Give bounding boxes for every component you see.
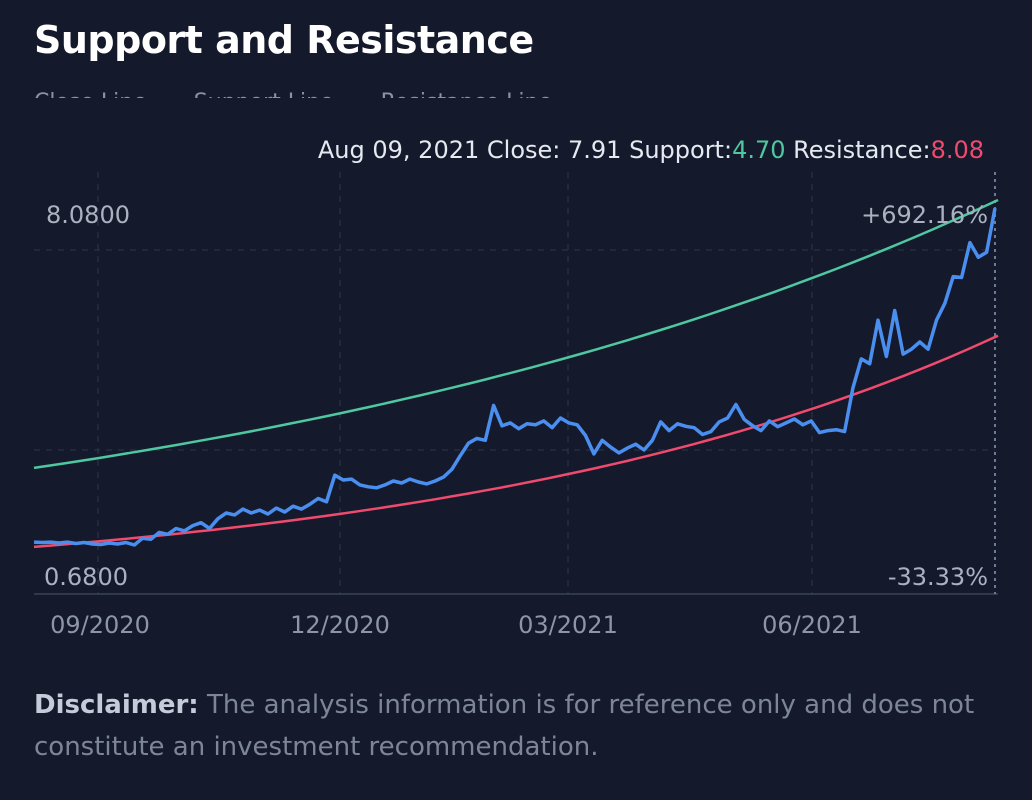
x-tick-label: 12/2020 — [290, 611, 390, 639]
legend-item-support[interactable]: Support Line — [193, 90, 334, 112]
tooltip-resistance-label: Resistance: — [793, 136, 931, 164]
y-axis-top-label: 8.0800 — [46, 201, 130, 229]
disclaimer-label: Disclaimer: — [34, 690, 199, 720]
tooltip-close-label: Close: — [486, 136, 561, 164]
pct-top-label: +692.16% — [861, 201, 988, 229]
x-tick-label: 09/2020 — [50, 611, 150, 639]
chart-grid — [34, 172, 995, 594]
tooltip-support-label: Support: — [629, 136, 733, 164]
resistance-line — [33, 198, 999, 470]
x-tick-label: 03/2021 — [518, 611, 618, 639]
disclaimer-text: The analysis information is for referenc… — [34, 690, 975, 762]
crosshair-tooltip: Aug 09, 2021 Close: 7.91 Support:4.70 Re… — [318, 136, 984, 164]
tooltip-close-value: 7.91 — [568, 136, 622, 164]
support-line — [33, 334, 999, 549]
pct-bottom-label: -33.33% — [888, 563, 988, 591]
legend-item-close[interactable]: Close Line — [34, 90, 147, 112]
legend-item-resistance[interactable]: Resistance Line — [380, 90, 552, 112]
x-tick-label: 06/2021 — [762, 611, 862, 639]
y-axis-bottom-label: 0.6800 — [44, 563, 128, 591]
tooltip-resistance-value: 8.08 — [930, 136, 984, 164]
tooltip-date: Aug 09, 2021 — [317, 136, 480, 164]
tooltip-support-value: 4.70 — [732, 136, 786, 164]
close-price-line — [33, 207, 997, 547]
page-title: Support and Resistance — [34, 18, 534, 62]
legend-row: Close Line Support Line Resistance Line — [34, 90, 794, 112]
disclaimer: Disclaimer: The analysis information is … — [34, 684, 1004, 768]
